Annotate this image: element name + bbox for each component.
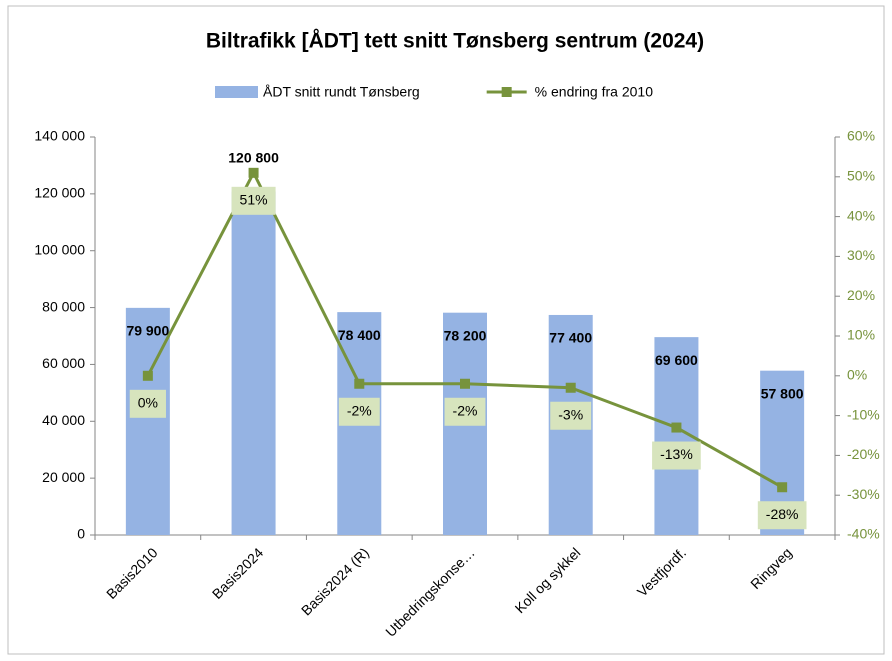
legend-label: % endring fra 2010 — [535, 84, 654, 100]
y-tick-label: 40 000 — [42, 412, 85, 428]
y2-tick-label: 60% — [847, 128, 875, 144]
y2-tick-label: 20% — [847, 287, 875, 303]
legend-swatch — [215, 86, 258, 98]
legend-label: ÅDT snitt rundt Tønsberg — [263, 84, 420, 100]
bar-value-label: 78 200 — [444, 327, 487, 343]
marker — [460, 378, 470, 389]
y2-tick-label: -20% — [847, 446, 880, 462]
y2-tick-label: 40% — [847, 207, 875, 223]
marker — [671, 422, 682, 433]
y2-tick-label: -10% — [847, 406, 880, 422]
line-value-label: -28% — [766, 506, 799, 522]
bar-value-label: 120 800 — [228, 150, 279, 166]
line-label-box — [652, 441, 701, 470]
y-tick-label: 0 — [77, 526, 85, 542]
marker — [777, 482, 788, 493]
line-value-label: 0% — [138, 395, 158, 411]
line-value-label: -13% — [660, 446, 693, 462]
bar-value-label: 78 400 — [338, 327, 381, 343]
y-tick-label: 60 000 — [42, 355, 85, 371]
y2-tick-label: 30% — [847, 247, 875, 263]
marker — [142, 370, 153, 381]
line-value-label: -3% — [558, 406, 583, 422]
line-label-box — [757, 501, 807, 530]
legend-marker — [501, 87, 512, 97]
bar-value-label: 69 600 — [655, 352, 698, 368]
bar — [231, 191, 276, 535]
bar-value-label: 57 800 — [761, 385, 804, 401]
y2-tick-label: 0% — [847, 367, 867, 383]
y-tick-label: 80 000 — [42, 298, 85, 314]
line-label-box — [231, 186, 276, 215]
bar-value-label: 79 900 — [126, 323, 169, 339]
y2-tick-label: 10% — [847, 327, 875, 343]
y2-tick-label: -40% — [847, 526, 880, 542]
y-tick-label: 140 000 — [34, 128, 85, 144]
y-tick-label: 120 000 — [34, 185, 85, 201]
line-value-label: 51% — [240, 192, 268, 208]
y-tick-label: 100 000 — [34, 241, 85, 257]
marker — [354, 378, 365, 389]
marker — [565, 382, 576, 393]
line-label-box — [444, 397, 486, 426]
chart-title: Biltrafikk [ÅDT] tett snitt Tønsberg sen… — [206, 29, 704, 53]
line-label-box — [550, 401, 592, 430]
bar — [125, 307, 170, 535]
line-label-box — [338, 397, 380, 426]
y2-tick-label: 50% — [847, 168, 875, 184]
line-label-box — [129, 389, 166, 418]
y2-tick-label: -30% — [847, 486, 880, 502]
line-value-label: -2% — [347, 402, 372, 418]
line-value-label: -2% — [453, 402, 478, 418]
bar-value-label: 77 400 — [549, 330, 592, 346]
marker — [248, 167, 259, 178]
y-tick-label: 20 000 — [42, 469, 85, 485]
